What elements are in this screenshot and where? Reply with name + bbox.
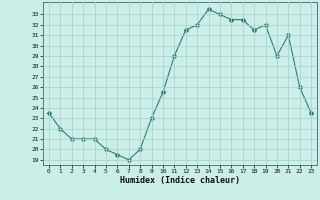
X-axis label: Humidex (Indice chaleur): Humidex (Indice chaleur) — [120, 176, 240, 185]
